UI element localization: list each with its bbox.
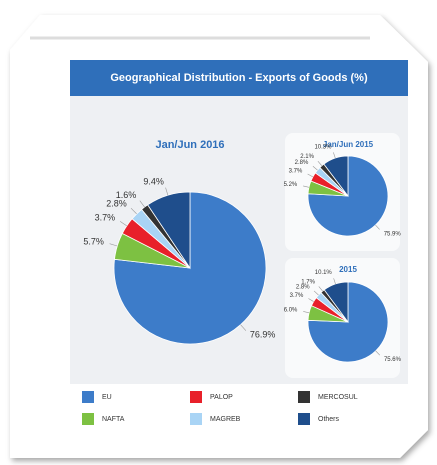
leader-line	[109, 243, 118, 247]
data-label: 2.8%	[296, 284, 310, 290]
header-bar	[70, 60, 408, 96]
header-title: Geographical Distribution - Exports of G…	[110, 72, 368, 84]
leader-line	[333, 278, 336, 285]
data-label: 2.8%	[106, 198, 127, 208]
legend-swatch	[298, 391, 310, 403]
data-label: 1.7%	[301, 279, 315, 285]
leader-line	[119, 221, 127, 227]
leader-line	[165, 187, 169, 196]
pie-slice	[113, 191, 267, 345]
legend-label: MERCOSUL	[318, 394, 358, 401]
leader-line	[308, 298, 314, 302]
data-label: 3.7%	[95, 212, 116, 222]
data-label: 1.6%	[116, 190, 137, 200]
data-label: 5.7%	[83, 236, 104, 246]
data-label: 2.1%	[300, 154, 314, 160]
leader-line	[307, 173, 314, 178]
legend-area	[70, 384, 408, 436]
data-label: 5.2%	[284, 182, 298, 188]
data-label: 2.8%	[295, 160, 309, 166]
data-label: 3.7%	[289, 169, 303, 175]
leader-line	[139, 200, 145, 208]
legend-label: EU	[102, 394, 112, 401]
legend-swatch	[82, 391, 94, 403]
data-label: 10.3%	[314, 144, 332, 150]
leader-line	[312, 166, 318, 171]
leader-line	[375, 224, 380, 230]
leader-line	[333, 152, 336, 159]
legend-swatch	[190, 391, 202, 403]
data-label: 6.0%	[284, 308, 298, 314]
data-label: 75.6%	[384, 357, 402, 363]
pie-slice	[323, 281, 349, 324]
data-label: 10.1%	[315, 270, 333, 276]
legend-swatch	[190, 413, 202, 425]
legend-label: MAGREB	[210, 416, 241, 423]
leader-line	[375, 350, 381, 356]
leader-line	[303, 185, 310, 188]
legend-swatch	[82, 413, 94, 425]
pie-title: Jan/Jun 2016	[155, 139, 224, 151]
leader-line	[303, 311, 310, 314]
leader-line	[317, 161, 323, 166]
pie-title: 2015	[339, 265, 357, 274]
leader-line	[130, 207, 137, 215]
data-label: 75.9%	[384, 231, 402, 237]
data-label: 3.7%	[290, 293, 304, 299]
legend-label: PALOP	[210, 394, 233, 401]
pie-title: Jan/Jun 2015	[323, 140, 374, 149]
data-label: 76.9%	[250, 330, 276, 340]
data-label: 9.4%	[143, 176, 164, 186]
pie-slice	[147, 191, 191, 270]
leader-line	[313, 290, 319, 296]
legend-swatch	[298, 413, 310, 425]
legend-label: Others	[318, 416, 340, 423]
pie-slice	[323, 155, 349, 198]
leader-line	[318, 286, 323, 292]
leader-line	[240, 324, 247, 331]
legend-label: NAFTA	[102, 416, 125, 423]
